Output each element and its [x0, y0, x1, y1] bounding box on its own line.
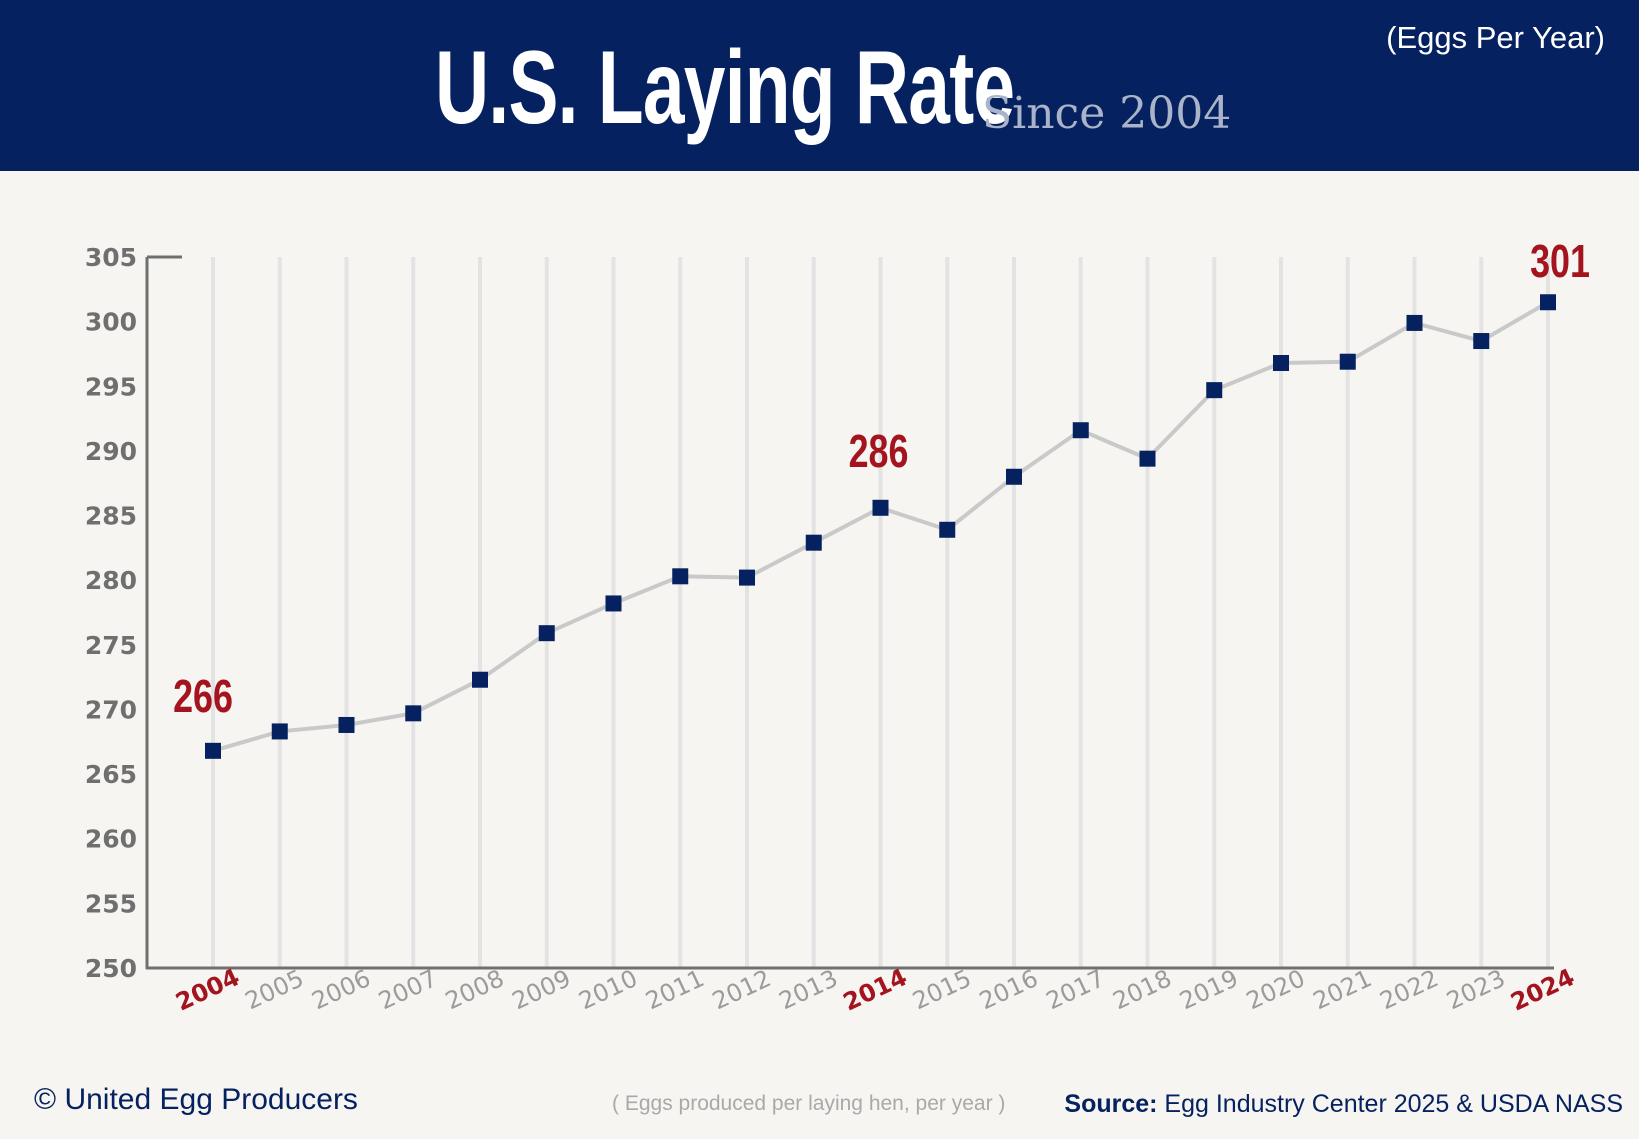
x-tick-label-2011: 2011 [641, 964, 708, 1015]
data-point-2004 [205, 742, 221, 759]
data-point-2011 [672, 568, 689, 585]
x-tick-label-2009: 2009 [508, 964, 575, 1015]
data-point-2010 [605, 595, 622, 612]
annotation-group-2024: 301 [1530, 236, 1590, 287]
annotation-group-2004: 266 [173, 671, 233, 722]
x-tick-label-2007: 2007 [374, 964, 441, 1015]
y-tick-label-270: 270 [85, 695, 137, 724]
x-tick-label-2004: 2004 [171, 963, 243, 1017]
annotation-group-2014: 286 [849, 426, 909, 477]
x-tick-label-2005: 2005 [241, 964, 308, 1015]
data-point-2009 [538, 625, 555, 642]
data-point-2017 [1072, 422, 1089, 439]
x-tick-label-2024: 2024 [1506, 963, 1578, 1017]
data-point-2007 [405, 705, 422, 722]
annotation-2014: 286 [849, 426, 909, 477]
x-tick-label-2017: 2017 [1042, 964, 1109, 1015]
x-tick-label-2014: 2014 [839, 963, 911, 1017]
data-point-2020 [1273, 355, 1289, 372]
source-label: Source: [1064, 1090, 1158, 1118]
data-point-2024 [1540, 294, 1556, 311]
x-tick-label-2008: 2008 [441, 964, 508, 1015]
y-tick-label-290: 290 [85, 437, 137, 466]
y-tick-label-285: 285 [85, 502, 137, 531]
x-tick-label-2021: 2021 [1309, 964, 1376, 1015]
x-tick-label-2019: 2019 [1175, 964, 1242, 1015]
data-point-2023 [1473, 333, 1490, 350]
x-tick-label-2018: 2018 [1109, 964, 1176, 1015]
x-tick-label-2006: 2006 [308, 964, 375, 1015]
data-point-2015 [939, 521, 956, 538]
gridlines [211, 257, 1550, 968]
data-point-2019 [1206, 382, 1223, 399]
x-tick-label-2012: 2012 [708, 964, 775, 1015]
copyright-text: © United Egg Producers [34, 1083, 358, 1116]
y-tick-label-295: 295 [85, 372, 137, 401]
y-tick-label-280: 280 [85, 566, 137, 595]
y-tick-label-305: 305 [85, 243, 137, 272]
data-point-2014 [872, 499, 889, 516]
source-text: Source: Egg Industry Center 2025 & USDA … [1064, 1086, 1623, 1122]
x-tick-label-2016: 2016 [975, 964, 1042, 1015]
chart-title: U.S. Laying Rate [435, 30, 1015, 146]
x-tick-label-2023: 2023 [1442, 964, 1509, 1015]
x-tick-label-2013: 2013 [775, 964, 842, 1015]
annotation-2004: 266 [173, 671, 233, 722]
source-detail: Egg Industry Center 2025 & USDA NASS [1157, 1090, 1623, 1118]
x-tick-label-2022: 2022 [1376, 964, 1443, 1015]
y-tick-label-275: 275 [85, 631, 137, 660]
data-point-2013 [805, 534, 822, 551]
x-tick-label-2020: 2020 [1242, 964, 1309, 1015]
chart-subtitle: Since 2004 [982, 88, 1232, 139]
unit-note: (Eggs Per Year) [1386, 20, 1605, 55]
data-point-2005 [271, 723, 288, 740]
y-tick-label-250: 250 [85, 954, 137, 983]
data-point-2006 [338, 716, 355, 733]
annotation-2024: 301 [1530, 236, 1590, 287]
y-tick-label-300: 300 [85, 308, 137, 337]
data-point-2012 [739, 569, 755, 586]
annotations: 266 286 301 [173, 236, 1590, 722]
data-point-2008 [472, 671, 488, 688]
data-point-2021 [1339, 353, 1356, 370]
header-banner: U.S. Laying Rate Since 2004 (Eggs Per Ye… [0, 0, 1639, 171]
y-tick-label-255: 255 [85, 889, 137, 918]
y-tick-label-265: 265 [85, 760, 137, 789]
data-point-2018 [1139, 450, 1156, 467]
x-tick-label-2015: 2015 [908, 964, 975, 1015]
axes [145, 255, 1554, 970]
y-tick-label-260: 260 [85, 825, 137, 854]
footnote-text: ( Eggs produced per laying hen, per year… [612, 1092, 1006, 1115]
x-tick-label-2010: 2010 [575, 964, 642, 1015]
data-point-2016 [1006, 468, 1022, 485]
y-tick-labels: 250 255 260 265 270 275 280 285 290 295 300 305 [85, 243, 137, 983]
data-point-2022 [1406, 314, 1423, 331]
data-points [205, 294, 1556, 759]
